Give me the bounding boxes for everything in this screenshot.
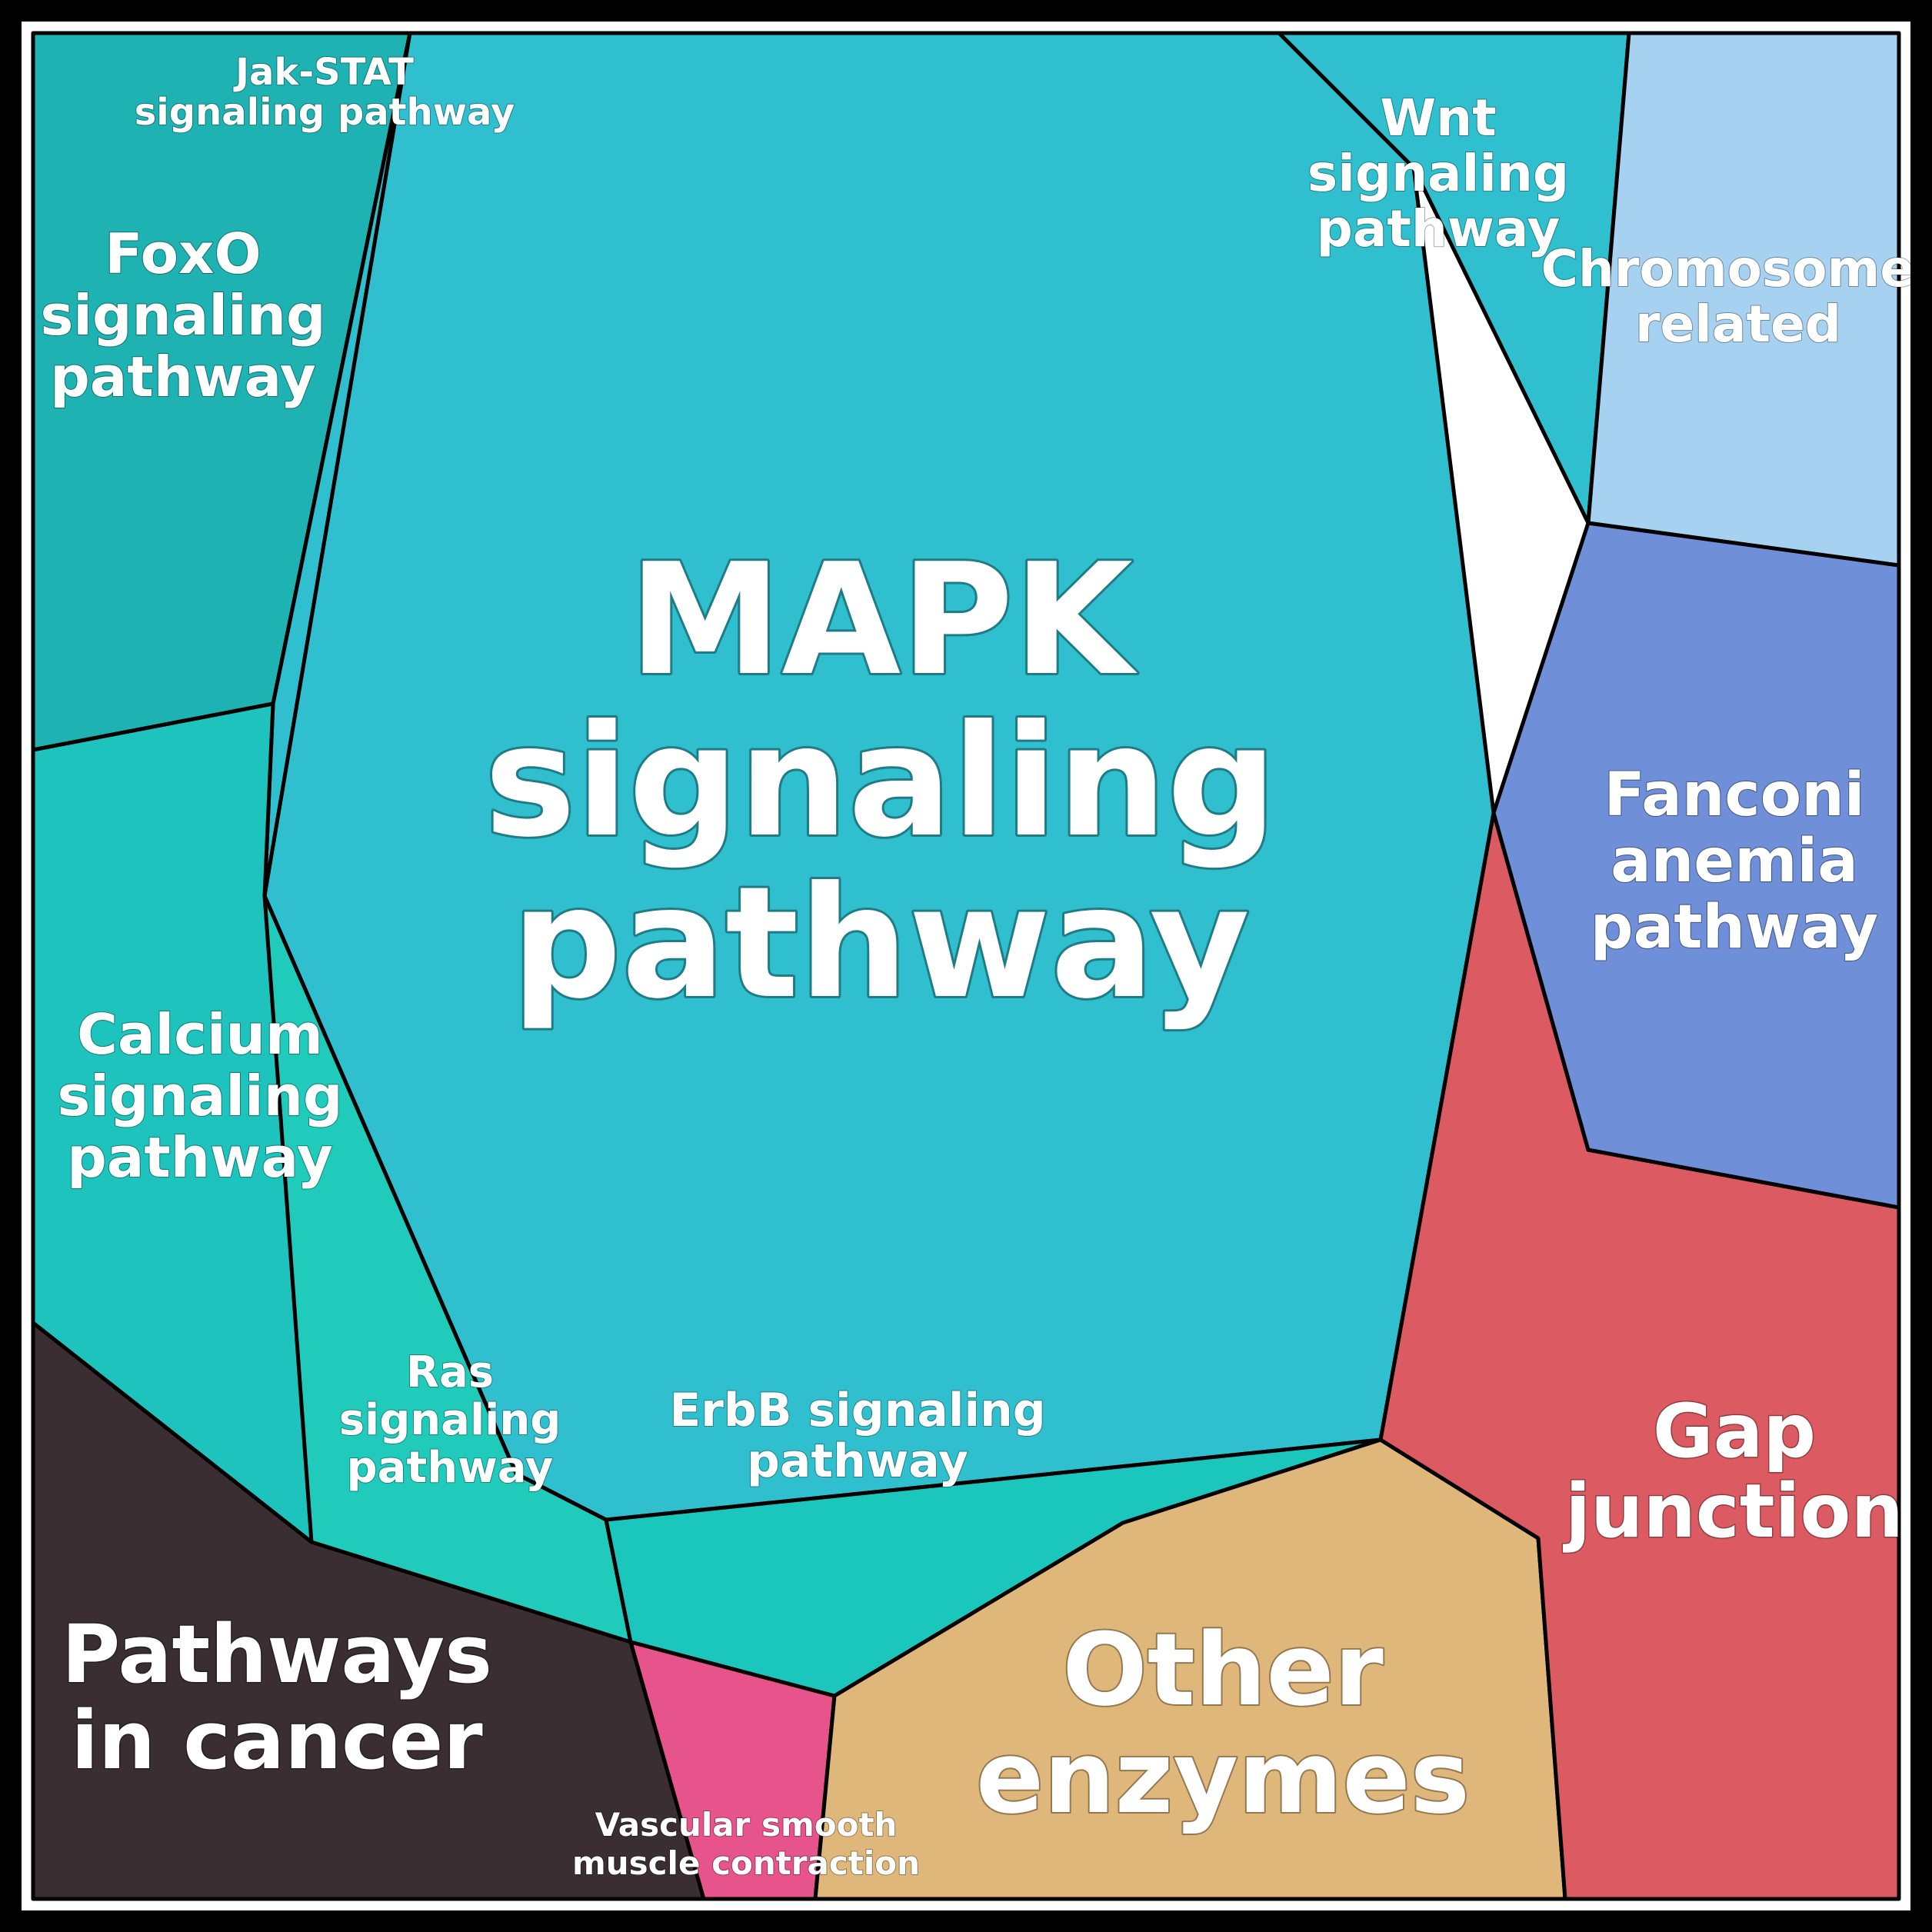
- label-jakstat-line-0: Jak-STAT: [233, 51, 414, 94]
- label-chromosome-line-0: Chromosome-: [1541, 239, 1932, 298]
- label-calcium-line-0: Calcium: [77, 1002, 323, 1067]
- label-wnt-line-2: pathway: [1317, 199, 1561, 258]
- label-vascular: Vascular smoothmuscle contraction: [572, 1806, 920, 1882]
- label-mapk-line-2: pathway: [511, 854, 1250, 1033]
- label-fanconi-line-2: pathway: [1591, 893, 1878, 962]
- label-mapk-line-1: signaling: [485, 692, 1277, 871]
- label-ras-line-1: signaling: [339, 1395, 561, 1445]
- label-erbb-line-1: pathway: [747, 1434, 968, 1488]
- label-vascular-line-1: muscle contraction: [572, 1844, 920, 1882]
- label-fanconi-line-1: anemia: [1611, 827, 1858, 896]
- label-fanconi-line-0: Fanconi: [1604, 761, 1865, 830]
- label-erbb-line-0: ErbB signaling: [669, 1384, 1045, 1437]
- label-foxo-line-2: pathway: [50, 345, 316, 409]
- label-cancer: Pathwaysin cancer: [62, 1607, 492, 1787]
- label-cancer-line-0: Pathways: [62, 1607, 492, 1701]
- label-other-line-0: Other: [1062, 1611, 1384, 1728]
- label-gap-line-1: junction: [1562, 1468, 1904, 1554]
- label-wnt-line-1: signaling: [1307, 144, 1569, 203]
- label-vascular-line-0: Vascular smooth: [595, 1806, 898, 1844]
- label-calcium-line-1: signaling: [57, 1064, 342, 1128]
- label-calcium-line-2: pathway: [67, 1125, 333, 1190]
- label-wnt-line-0: Wnt: [1380, 88, 1496, 148]
- label-foxo-line-1: signaling: [40, 283, 325, 348]
- label-jakstat-line-1: signaling pathway: [135, 91, 515, 134]
- label-cancer-line-1: in cancer: [71, 1694, 482, 1787]
- label-mapk-line-0: MAPK: [628, 531, 1138, 710]
- label-ras-line-2: pathway: [347, 1443, 554, 1493]
- voronoi-treemap: MAPKsignalingpathwayFoxOsignalingpathway…: [0, 0, 1932, 1932]
- label-foxo-line-0: FoxO: [105, 222, 261, 286]
- label-gap-line-0: Gap: [1653, 1388, 1816, 1474]
- label-calcium: Calciumsignalingpathway: [57, 1002, 342, 1190]
- label-ras-line-0: Ras: [406, 1347, 494, 1397]
- label-chromosome-line-1: related: [1635, 295, 1841, 354]
- label-other-line-1: enzymes: [976, 1719, 1470, 1836]
- label-fanconi: Fanconianemiapathway: [1591, 761, 1878, 962]
